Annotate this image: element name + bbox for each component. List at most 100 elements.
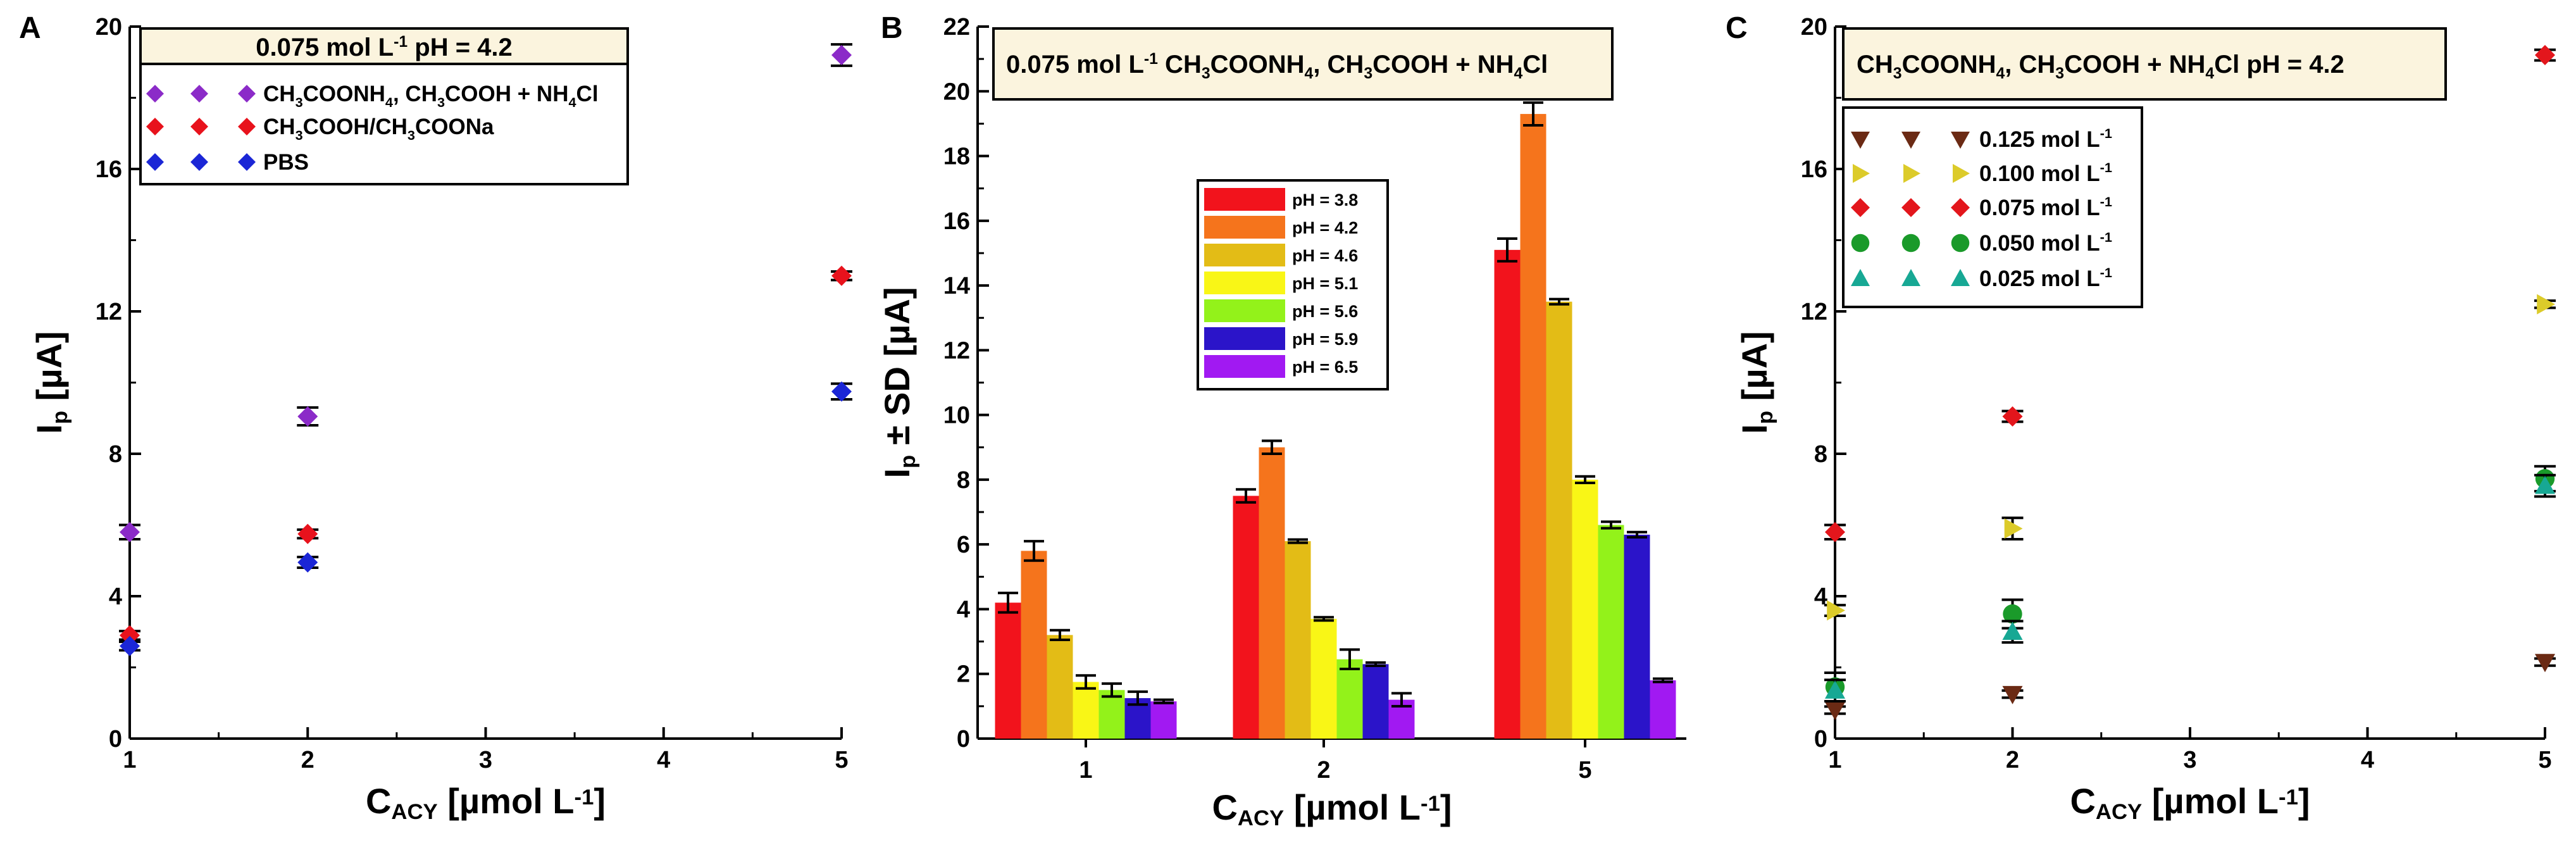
text-part: -1 <box>2100 159 2112 175</box>
legend-swatch <box>1204 355 1285 378</box>
legend-label: 0.125 mol L-1 <box>1979 125 2112 152</box>
error-bar <box>1601 520 1621 530</box>
error-bar <box>1653 677 1673 684</box>
text-part: 4 <box>1996 65 2005 82</box>
series-2 <box>119 381 852 656</box>
error-bar <box>1262 439 1282 455</box>
y-axis-title: Ip ± SD [µA] <box>877 287 920 478</box>
axis-title-unit: [µmol L <box>2142 781 2279 821</box>
series-1 <box>1824 294 2556 621</box>
text-part: 0.025 mol L <box>1979 266 2100 291</box>
legend-marker <box>1901 198 1920 217</box>
legend-label: CH3COONH4, CH3COOH + NH4Cl <box>263 82 599 110</box>
text-part: 4 <box>1305 65 1314 82</box>
legend-label: PBS <box>263 150 309 175</box>
bar <box>995 603 1021 739</box>
legend-item: pH = 3.8 <box>1204 188 1358 211</box>
text-part: , CH <box>2005 51 2055 78</box>
data-point <box>2004 518 2023 539</box>
text-part: 0.050 mol L <box>1979 231 2100 256</box>
error-bar <box>1523 101 1543 127</box>
title-box <box>1842 27 2447 101</box>
legend-swatch <box>1204 244 1285 266</box>
text-part: 3 <box>437 94 445 110</box>
legend-label: 0.025 mol L-1 <box>1979 265 2112 291</box>
data-point <box>1825 522 1845 542</box>
text-part: -1 <box>394 34 408 51</box>
x-tick-label: 2 <box>2006 747 2019 773</box>
data-point <box>2002 406 2023 427</box>
axis-title-unit: [µA] <box>1734 331 1774 411</box>
legend-item: 0.125 mol L-1 <box>1851 125 2112 152</box>
legend-swatch <box>1204 272 1285 294</box>
text-part: 3 <box>408 127 415 143</box>
y-tick-label: 18 <box>943 144 970 170</box>
text-part: 3 <box>1364 65 1372 82</box>
axis-title-end: ] <box>1440 787 1452 827</box>
y-tick-label: 4 <box>957 596 970 623</box>
bar <box>1520 114 1546 739</box>
legend-marker <box>146 118 164 135</box>
axis-title-unit: [µmol L <box>1284 787 1421 827</box>
text-part: COOH + NH <box>445 82 568 106</box>
error-bar <box>1340 648 1360 671</box>
text-part: 4 <box>568 94 576 110</box>
series-1 <box>119 265 852 646</box>
x-axis-title: CACY [µmol L-1] <box>2070 781 2310 824</box>
text-part: -1 <box>2100 229 2112 245</box>
legend-marker <box>1851 132 1870 149</box>
x-tick-label: 4 <box>2361 747 2374 773</box>
legend-item: 0.050 mol L-1 <box>1851 229 2112 256</box>
bar <box>1047 635 1073 739</box>
legend-marker <box>1853 164 1870 183</box>
data-point <box>1825 702 1845 720</box>
data-point <box>2535 45 2555 65</box>
x-tick-label: 1 <box>123 747 136 773</box>
axis-title-end: ] <box>594 781 606 821</box>
y-tick-label: 12 <box>1801 299 1827 325</box>
y-tick-label: 4 <box>1814 584 1827 610</box>
legend-marker <box>1901 132 1920 149</box>
y-tick-label: 8 <box>109 441 122 468</box>
x-tick-label: 5 <box>1578 757 1591 784</box>
data-point <box>831 265 852 286</box>
axis-title-unit: ± SD [µA] <box>877 287 917 455</box>
legend-marker <box>1901 234 1920 253</box>
text-part: 3 <box>2055 65 2064 82</box>
axis-title-sub: ACY <box>2096 800 2142 824</box>
error-bar <box>1236 488 1256 504</box>
data-point <box>2002 622 2023 640</box>
axis-title-sub: p <box>48 411 72 424</box>
y-tick-label: 2 <box>957 661 970 688</box>
axis-title-main: C <box>2070 781 2095 821</box>
text-part: CH <box>263 115 296 139</box>
text-part: , CH <box>393 82 437 106</box>
error-bar <box>1314 616 1334 622</box>
text-part: COOH + NH <box>2064 51 2205 78</box>
bar <box>1624 534 1650 739</box>
legend-marker <box>190 153 208 171</box>
text-part: PBS <box>263 150 309 175</box>
series-4 <box>1824 473 2556 703</box>
axis-title-main: I <box>29 424 69 434</box>
axis-title-sub: p <box>896 455 920 468</box>
y-tick-label: 8 <box>957 467 970 494</box>
y-tick-label: 16 <box>943 208 970 235</box>
legend-marker <box>238 85 256 103</box>
y-axis-title: Ip [µA] <box>29 331 72 434</box>
bar <box>1572 479 1598 739</box>
y-tick-label: 6 <box>957 532 970 558</box>
legend-marker <box>146 85 164 103</box>
axis-title-main: C <box>1212 787 1237 827</box>
panel-letter: B <box>881 11 903 45</box>
text-part: 0.075 mol L <box>256 34 394 61</box>
text-part: CH <box>263 82 296 106</box>
legend-marker <box>146 153 164 171</box>
axis-title-sub: p <box>1753 411 1777 424</box>
legend-marker <box>1903 164 1920 183</box>
text-part: 3 <box>296 127 303 143</box>
legend-label: CH3COOH/CH3COONa <box>263 115 494 143</box>
legend-item: pH = 5.9 <box>1204 327 1358 350</box>
y-tick-label: 12 <box>96 299 122 325</box>
